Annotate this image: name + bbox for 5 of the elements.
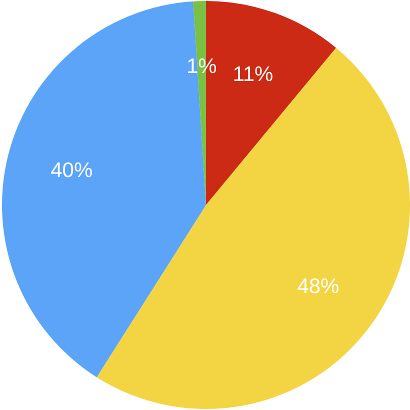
data-label: 40%	[50, 159, 93, 182]
pie-slice	[96, 48, 410, 409]
data-label: 48%	[297, 275, 340, 298]
data-label: 11%	[232, 62, 274, 86]
data-label: 1%	[186, 54, 217, 78]
